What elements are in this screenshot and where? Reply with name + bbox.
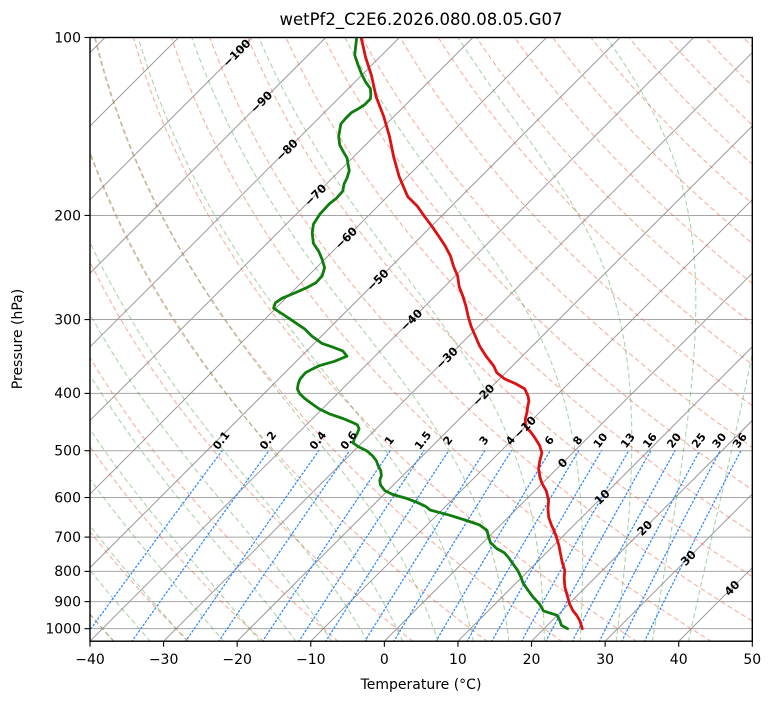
chart-title: wetPf2_C2E6.2026.080.08.05.G07: [279, 10, 562, 30]
y-tick-label: 100: [54, 30, 81, 46]
y-axis-label: Pressure (hPa): [10, 289, 26, 389]
y-axis-ticks: 100 200 300 400 500 600 700 800 900 1000: [45, 30, 90, 637]
x-axis-label: Temperature (°C): [360, 677, 482, 693]
mixing-ratio-label: 1: [382, 434, 397, 448]
y-tick-label: 500: [54, 444, 81, 460]
x-tick-label: −30: [149, 652, 179, 668]
mixing-ratio-label: 0.2: [257, 429, 279, 452]
mixing-ratio-label: 25: [689, 431, 709, 451]
mixing-ratio-label: 8: [570, 434, 585, 448]
mixing-ratio-lines: [90, 450, 742, 642]
x-tick-label: 10: [449, 652, 467, 668]
mixing-ratio-label: 3: [477, 434, 492, 448]
x-tick-label: 20: [523, 652, 541, 668]
y-tick-label: 1000: [45, 621, 81, 637]
x-tick-label: 50: [743, 652, 761, 668]
profile-curves: [272, 37, 584, 631]
temperature-curve: [359, 37, 584, 631]
y-tick-label: 200: [54, 208, 81, 224]
mixing-ratio-label: 30: [710, 430, 730, 450]
y-tick-label: 800: [54, 564, 81, 580]
dewpoint-curve: [272, 37, 569, 631]
axes-frame: [89, 36, 753, 642]
y-tick-label: 600: [54, 490, 81, 506]
x-tick-label: 40: [670, 652, 688, 668]
mixing-ratio-label: 0.1: [210, 429, 232, 452]
pressure-gridlines: [90, 37, 753, 630]
y-tick-label: 900: [54, 594, 81, 610]
y-tick-label: 300: [54, 312, 81, 328]
mixing-ratio-label: 6: [542, 433, 557, 447]
isotherm-label: −100: [220, 36, 254, 70]
x-axis-ticks: −40 −30 −20 −10 0 10 20 30 40 50: [75, 641, 761, 668]
x-tick-label: 30: [596, 652, 614, 668]
mixing-ratio-label: 20: [664, 430, 684, 450]
mixing-ratio-label: 16: [640, 430, 660, 450]
y-tick-label: 700: [54, 530, 81, 546]
x-tick-label: −40: [75, 652, 105, 668]
mixing-ratio-label: 1.5: [412, 429, 434, 452]
mixing-ratio-label: 10: [591, 430, 611, 450]
mixing-ratio-label: 0.4: [307, 429, 329, 453]
x-tick-label: 0: [380, 652, 389, 668]
x-tick-label: −20: [222, 652, 252, 668]
moist-adiabat-lines: [90, 37, 753, 642]
dry-adiabat-lines: [90, 37, 753, 642]
mixing-ratio-label: 2: [440, 434, 455, 448]
isotherm-lines: [90, 37, 753, 642]
x-tick-label: −10: [296, 652, 326, 668]
y-tick-label: 400: [54, 386, 81, 402]
mixing-ratio-label: 13: [618, 431, 638, 451]
